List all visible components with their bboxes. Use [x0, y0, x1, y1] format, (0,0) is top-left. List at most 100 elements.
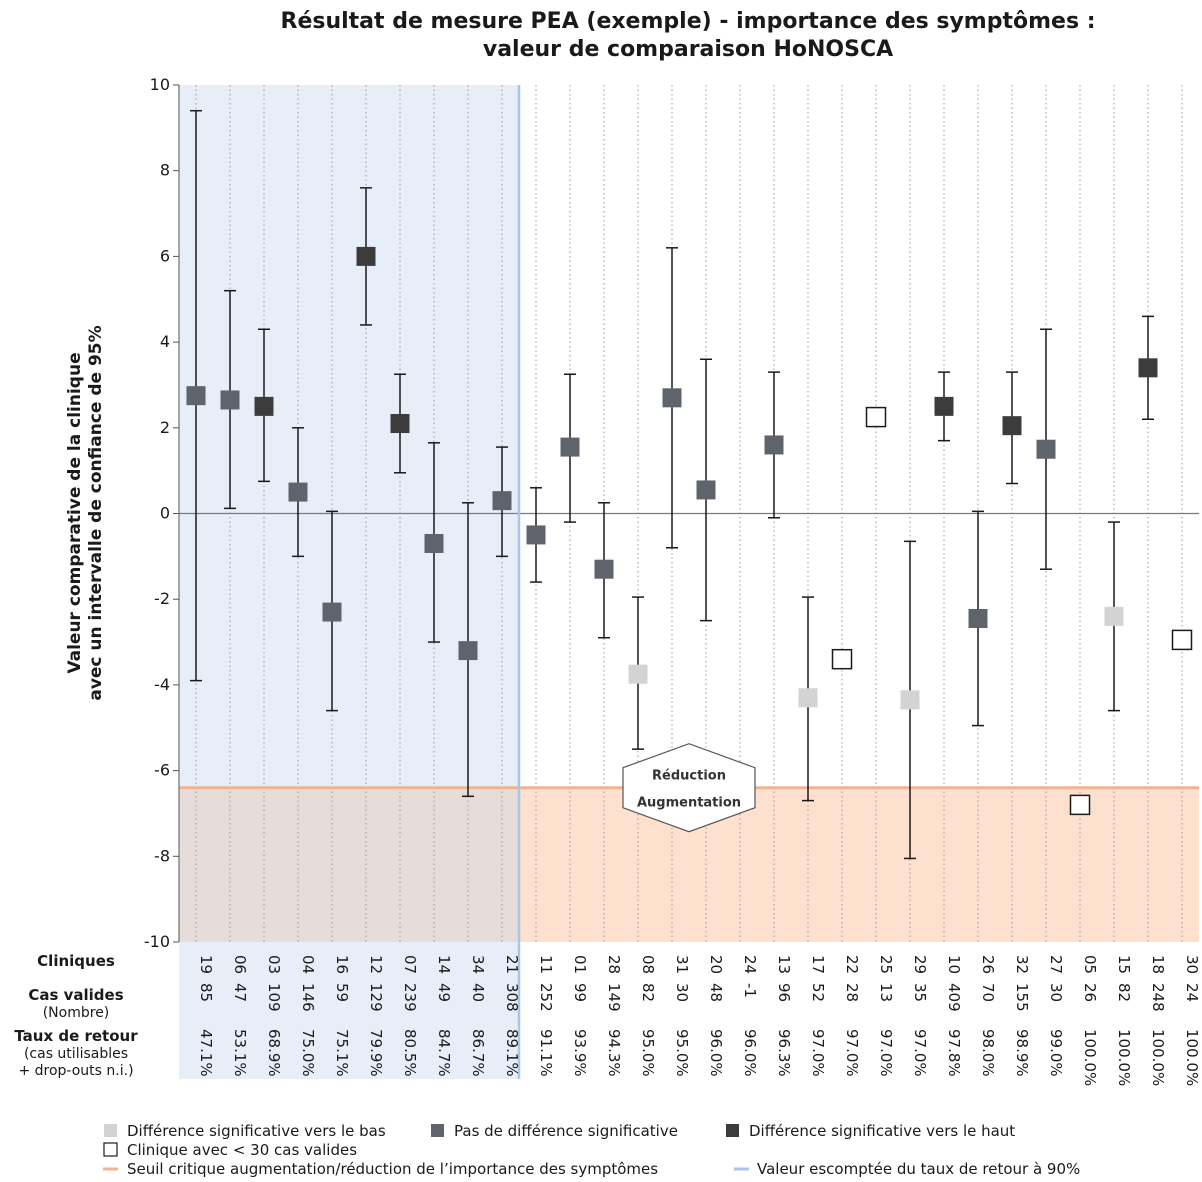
y-tick-label: -4	[154, 675, 170, 694]
clinic-rate: 75.0%	[299, 1029, 317, 1077]
clinic-marker-05	[1069, 794, 1091, 816]
clinic-marker-26	[968, 608, 988, 628]
clinic-cases: 239	[401, 983, 419, 1012]
clinic-cases: 26	[1081, 983, 1099, 1002]
clinic-rate: 79.9%	[367, 1029, 385, 1077]
clinic-rate: 97.0%	[911, 1029, 929, 1077]
clinic-marker-28	[594, 559, 614, 579]
annotation-hexagon	[622, 743, 756, 833]
clinic-cases: 70	[979, 983, 997, 1002]
clinic-rate: 91.1%	[537, 1029, 555, 1077]
clinic-rate: 93.9%	[571, 1029, 589, 1077]
clinic-id: 30	[1183, 955, 1201, 974]
clinic-rate: 96.0%	[741, 1029, 759, 1077]
clinic-id: 31	[673, 955, 691, 974]
clinic-id: 28	[605, 955, 623, 974]
clinic-cases: 28	[843, 983, 861, 1002]
clinic-rate: 95.0%	[673, 1029, 691, 1077]
clinic-marker-11	[526, 525, 546, 545]
clinic-cases: 155	[1013, 983, 1031, 1012]
clinic-cases: 24	[1183, 983, 1201, 1002]
clinic-id: 19	[197, 955, 215, 974]
y-axis-label-line-2: avec un intervalle de confiance de 95%	[86, 325, 106, 700]
clinic-rate: 100.0%	[1183, 1029, 1201, 1086]
chart-title-line-1: Résultat de mesure PEA (exemple) - impor…	[281, 9, 1096, 34]
clinic-id: 27	[1047, 955, 1065, 974]
clinic-id: 08	[639, 955, 657, 974]
clinic-cases: 308	[503, 983, 521, 1012]
y-tick-label: 8	[160, 161, 170, 180]
y-tick-label: 0	[160, 504, 170, 523]
clinic-cases: 252	[537, 983, 555, 1012]
clinic-cases: 109	[265, 983, 283, 1012]
clinic-cases: 99	[571, 983, 589, 1002]
legend-label-up: Différence significative vers le haut	[749, 1122, 1015, 1140]
legend-label-expected: Valeur escomptée du taux de retour à 90%	[757, 1160, 1080, 1178]
clinic-cases: -1	[741, 983, 759, 998]
clinic-marker-19	[186, 386, 206, 406]
clinic-rate: 95.0%	[639, 1029, 657, 1077]
clinic-marker-14	[424, 533, 444, 553]
clinic-cases: 146	[299, 983, 317, 1012]
clinic-rate: 80.5%	[401, 1029, 419, 1077]
y-tick-label: -8	[154, 846, 170, 865]
clinic-rate: 98.0%	[979, 1029, 997, 1077]
legend-label-threshold: Seuil critique augmentation/réduction de…	[127, 1160, 658, 1178]
clinic-id: 16	[333, 955, 351, 974]
clinic-rate: 96.0%	[707, 1029, 725, 1077]
y-tick-label: 4	[160, 332, 170, 351]
clinic-marker-15	[1104, 606, 1124, 626]
legend-label-down: Différence significative vers le bas	[127, 1122, 386, 1140]
clinic-cases: 59	[333, 983, 351, 1002]
y-tick-label: 10	[150, 75, 170, 94]
legend-swatch-up	[726, 1124, 739, 1137]
clinic-marker-08	[628, 664, 648, 684]
clinic-id: 21	[503, 955, 521, 974]
clinic-cases: 82	[639, 983, 657, 1002]
clinic-marker-01	[560, 437, 580, 457]
row-label-clinics: Cliniques	[37, 952, 115, 970]
clinic-rate: 53.1%	[231, 1029, 249, 1077]
clinic-id: 25	[877, 955, 895, 974]
clinic-cases: 248	[1149, 983, 1167, 1012]
clinic-id: 17	[809, 955, 827, 974]
legend-swatch-none	[431, 1124, 444, 1137]
threshold-region	[519, 787, 1199, 942]
clinic-id: 12	[367, 955, 385, 974]
clinic-id: 13	[775, 955, 793, 974]
y-axis-label-line-1: Valeur comparative de la clinique	[65, 352, 85, 673]
clinic-marker-20	[696, 480, 716, 500]
clinic-rate: 100.0%	[1081, 1029, 1099, 1086]
clinic-cases: 13	[877, 983, 895, 1002]
legend-label-small: Clinique avec < 30 cas valides	[127, 1141, 357, 1159]
y-tick-label: -2	[154, 589, 170, 608]
clinic-marker-12	[356, 246, 376, 266]
y-tick-label: -6	[154, 761, 170, 780]
clinic-cases: 96	[775, 983, 793, 1002]
expected-rate-region	[179, 85, 519, 788]
clinic-id: 06	[231, 955, 249, 974]
clinic-id: 15	[1115, 955, 1133, 974]
clinic-rate: 100.0%	[1149, 1029, 1167, 1086]
clinic-id: 18	[1149, 955, 1167, 974]
row-label-cases: Cas valides	[28, 986, 123, 1004]
clinic-marker-21	[492, 491, 512, 511]
clinic-marker-18	[1138, 358, 1158, 378]
clinic-rate: 96.3%	[775, 1029, 793, 1077]
clinic-cases: 129	[367, 983, 385, 1012]
clinic-id: 26	[979, 955, 997, 974]
clinic-id: 24	[741, 955, 759, 974]
clinic-id: 10	[945, 955, 963, 974]
expected-rate-table-region	[179, 942, 519, 1079]
clinic-cases: 30	[673, 983, 691, 1002]
clinic-id: 03	[265, 955, 283, 974]
clinic-rate: 84.7%	[435, 1029, 453, 1077]
clinic-id: 29	[911, 955, 929, 974]
clinic-rate: 97.0%	[843, 1029, 861, 1077]
clinic-marker-10	[934, 396, 954, 416]
legend-swatch-down	[104, 1124, 117, 1137]
clinic-rate: 94.3%	[605, 1029, 623, 1077]
clinic-rate: 97.0%	[809, 1029, 827, 1077]
annotation-reduction: Réduction	[652, 769, 726, 784]
